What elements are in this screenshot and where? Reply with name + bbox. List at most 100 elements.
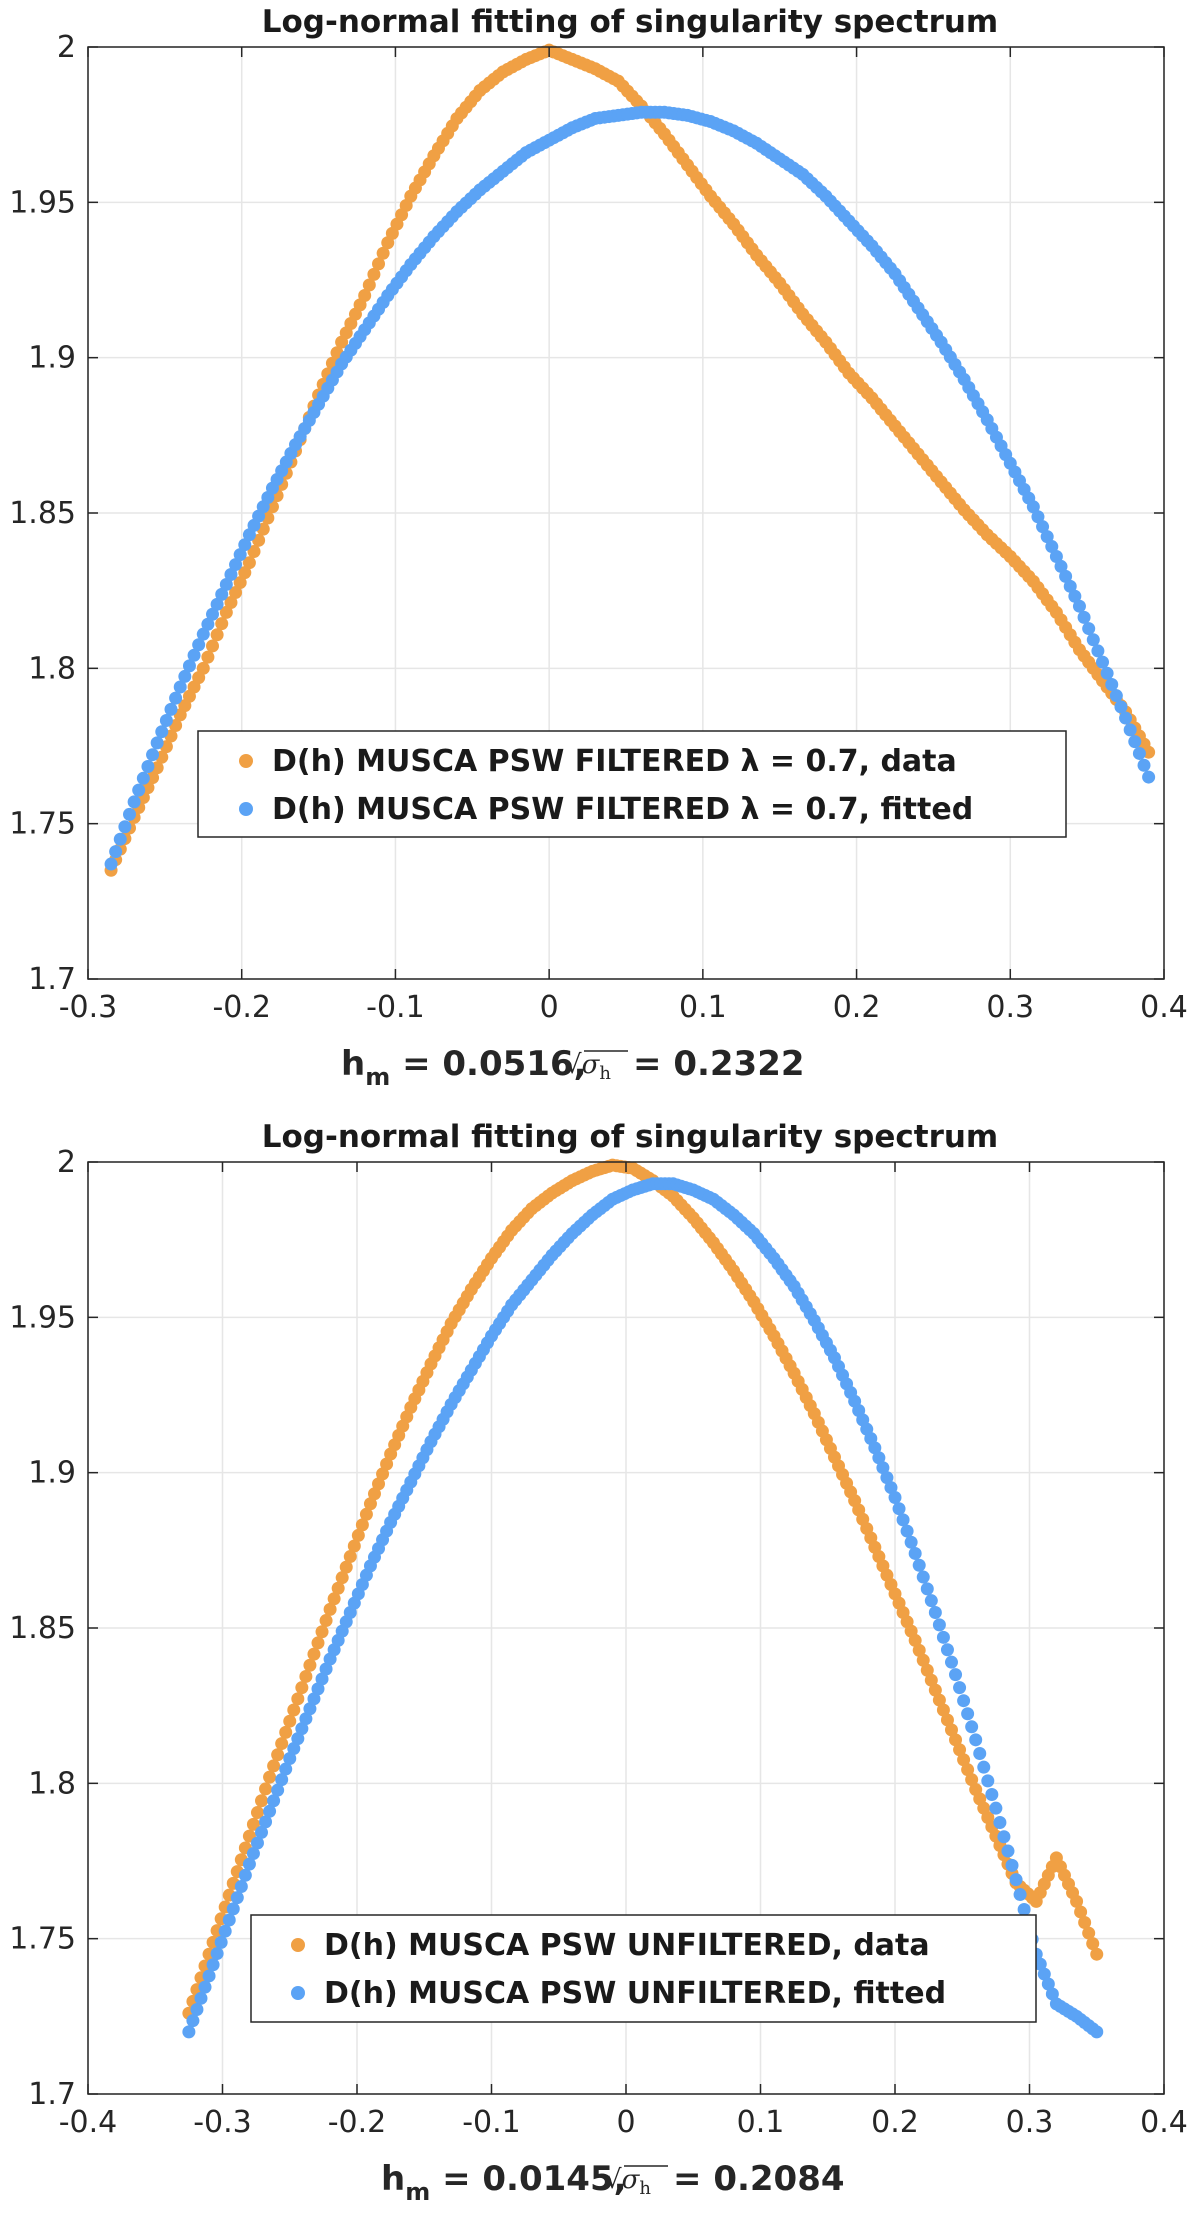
- x-tick-label: -0.1: [462, 2105, 521, 2140]
- fitted-point: [299, 1712, 313, 1726]
- chart-1-xlabel: hm = 0.0516, √σh = 0.2322: [341, 1044, 805, 1091]
- data-point: [271, 1748, 285, 1762]
- svg-text:hm = 0.0516,: hm = 0.0516,: [341, 1044, 587, 1091]
- fitted-point: [222, 1913, 236, 1927]
- fitted-point: [1036, 520, 1050, 534]
- data-point: [238, 566, 252, 580]
- fitted-point: [989, 1801, 1003, 1815]
- chart-2-xlabel-mid: = 0.0145,: [430, 2159, 626, 2199]
- x-tick-label: -0.1: [366, 990, 425, 1025]
- data-point: [351, 1528, 365, 1542]
- fitted-point: [159, 714, 173, 728]
- fitted-point: [275, 1773, 289, 1787]
- y-tick-label: 1.85: [9, 496, 76, 531]
- data-point: [1078, 1916, 1092, 1930]
- fitted-point: [977, 1760, 991, 1774]
- fitted-point: [940, 1643, 954, 1657]
- fitted-point: [1086, 633, 1100, 647]
- fitted-point: [206, 1958, 220, 1972]
- chart-1-legend-marker-fitted: [239, 802, 253, 816]
- fitted-point: [319, 1662, 333, 1676]
- chart-1-ticks: -0.3 -0.2 -0.1 0 0.1 0.2 0.3 0.4 1.7 1.75 1.8 1.85 1…: [9, 30, 1188, 1025]
- data-point: [283, 1714, 297, 1728]
- chart-1-xlabel-sigma: σ: [582, 1050, 601, 1080]
- data-point: [275, 1737, 289, 1751]
- fitted-point: [1091, 644, 1105, 658]
- svg-text:hm = 0.0145,: hm = 0.0145,: [381, 2159, 627, 2206]
- x-tick-label: 0.3: [986, 990, 1034, 1025]
- fitted-point: [246, 1847, 260, 1861]
- data-point: [196, 661, 210, 675]
- chart-2-xlabel-sqrt: √: [605, 2165, 622, 2195]
- chart-1-legend-marker-data: [239, 754, 253, 768]
- chart-1-title: Log-normal fitting of singularity spectr…: [262, 4, 998, 40]
- fitted-point: [169, 691, 183, 705]
- fitted-point: [1001, 1844, 1015, 1858]
- chart-1-legend-label-fitted: D(h) MUSCA PSW FILTERED λ = 0.7, fitted: [272, 792, 973, 827]
- data-point: [287, 1703, 301, 1717]
- data-point: [362, 278, 376, 292]
- chart-1-legend-box: [197, 730, 1067, 838]
- x-tick-label: 0.3: [1006, 2105, 1054, 2140]
- data-point: [327, 1592, 341, 1606]
- fitted-point: [219, 577, 233, 591]
- fitted-point: [880, 1471, 894, 1485]
- chart-2-legend-label-fitted: D(h) MUSCA PSW UNFILTERED, fitted: [324, 1976, 946, 2011]
- fitted-point: [210, 1947, 224, 1961]
- fitted-point: [230, 1891, 244, 1905]
- chart-2-legend-label-data: D(h) MUSCA PSW UNFILTERED, data: [324, 1928, 930, 1963]
- data-point: [1070, 1894, 1084, 1908]
- fitted-point: [1037, 1967, 1051, 1981]
- chart-1-xlabel-tail: = 0.2322: [633, 1044, 805, 1084]
- fitted-point: [912, 1558, 926, 1572]
- data-point: [215, 617, 229, 631]
- fitted-point: [1017, 1902, 1031, 1916]
- data-point: [229, 586, 243, 600]
- chart-2-xlabel-sub: m: [405, 2178, 430, 2206]
- chart-2-xlabel-h: h: [381, 2159, 405, 2199]
- fitted-point: [1090, 2025, 1104, 2039]
- fitted-point: [315, 1672, 329, 1686]
- fitted-point: [981, 1774, 995, 1788]
- fitted-point: [1059, 569, 1073, 583]
- fitted-point: [1077, 610, 1091, 624]
- fitted-point: [953, 1681, 967, 1695]
- chart-1: Log-normal fitting of singularity spectr…: [9, 4, 1188, 1091]
- fitted-point: [182, 2025, 196, 2039]
- chart-1-xlabel-mid: = 0.0516,: [390, 1044, 586, 1084]
- fitted-point: [218, 1924, 232, 1938]
- fitted-point: [961, 1707, 975, 1721]
- fitted-point: [969, 1733, 983, 1747]
- data-point: [247, 545, 261, 559]
- fitted-point: [187, 648, 201, 662]
- fitted-point: [872, 1451, 886, 1465]
- chart-2-xlabel: hm = 0.0145, √σh = 0.2084: [381, 2159, 845, 2206]
- data-point: [331, 1581, 345, 1595]
- fitted-point: [234, 1879, 248, 1893]
- data-point: [201, 650, 215, 664]
- fitted-point: [1114, 700, 1128, 714]
- fitted-point: [229, 558, 243, 572]
- fitted-point: [109, 845, 123, 859]
- fitted-point: [1049, 549, 1063, 563]
- fitted-point: [924, 1594, 938, 1608]
- fitted-point: [202, 1969, 216, 1983]
- data-point: [242, 556, 256, 570]
- data-point: [347, 1539, 361, 1553]
- data-point: [376, 246, 390, 260]
- data-point: [323, 1602, 337, 1616]
- data-point: [920, 1663, 934, 1677]
- chart-2-legend: D(h) MUSCA PSW UNFILTERED, data D(h) MUS…: [250, 1914, 1037, 2023]
- fitted-point: [192, 638, 206, 652]
- chart-1-points: [104, 43, 1156, 877]
- data-point: [936, 1703, 950, 1717]
- chart-2-xlabel-sigma-sub: h: [639, 2178, 651, 2199]
- fitted-point: [1045, 1987, 1059, 2001]
- x-tick-label: 0.2: [871, 2105, 919, 2140]
- y-tick-label: 1.8: [28, 1766, 76, 1801]
- chart-1-xlabel-sigma-sub: h: [599, 1063, 611, 1084]
- fitted-point: [136, 771, 150, 785]
- fitted-point: [173, 680, 187, 694]
- fitted-point: [214, 1935, 228, 1949]
- data-point: [339, 1560, 353, 1574]
